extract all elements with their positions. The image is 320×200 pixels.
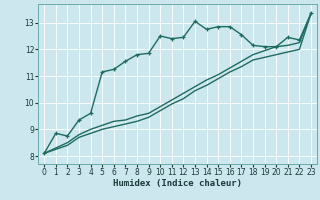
X-axis label: Humidex (Indice chaleur): Humidex (Indice chaleur) [113,179,242,188]
